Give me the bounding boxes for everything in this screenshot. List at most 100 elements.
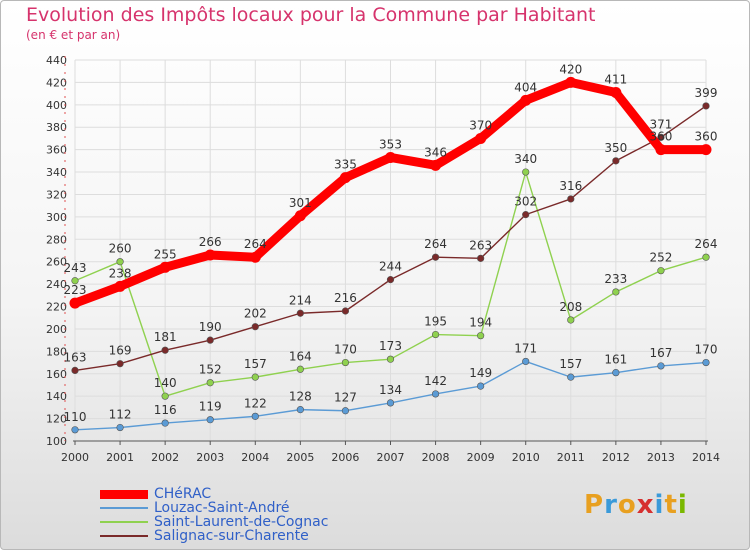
legend-label: Salignac-sur-Charente <box>154 528 309 544</box>
data-point <box>430 159 442 171</box>
grid-lines <box>74 59 707 442</box>
data-label: 260 <box>109 242 132 256</box>
y-tick-label: 400 <box>46 99 67 112</box>
data-point <box>116 258 124 266</box>
y-tick-label: 100 <box>46 435 67 448</box>
data-point <box>341 358 350 367</box>
data-point <box>294 210 306 222</box>
data-point <box>251 323 259 331</box>
data-label: 252 <box>649 251 672 265</box>
data-label: 420 <box>559 62 582 76</box>
y-tick-label: 420 <box>46 76 67 89</box>
x-tick-label: 2002 <box>151 451 179 464</box>
data-point <box>249 251 261 263</box>
data-point <box>251 412 259 420</box>
axes: 100 120 140 160 180 200 220 240 260 280 300 320 340 3… <box>46 54 720 464</box>
data-point <box>612 288 620 296</box>
data-label: 110 <box>64 410 87 424</box>
x-tick-label: 2004 <box>241 451 269 464</box>
x-tick-label: 2001 <box>106 451 134 464</box>
y-tick-label: 340 <box>46 166 67 179</box>
data-label: 194 <box>469 316 492 330</box>
x-tick-label: 2014 <box>692 451 720 464</box>
data-point <box>702 102 710 110</box>
data-label: 238 <box>109 266 132 280</box>
data-point <box>700 144 712 156</box>
data-label: 263 <box>469 238 492 252</box>
y-tick-label: 440 <box>46 54 67 67</box>
data-label: 157 <box>244 357 267 371</box>
x-tick-label: 2008 <box>422 451 450 464</box>
data-label: 149 <box>469 366 492 380</box>
data-label: 127 <box>334 391 357 405</box>
y-tick-label: 260 <box>46 256 67 269</box>
legend-item: Salignac-sur-Charente <box>100 529 328 543</box>
data-label: 170 <box>695 343 718 357</box>
data-label: 128 <box>289 390 312 404</box>
data-point <box>385 151 396 163</box>
data-point <box>702 253 710 261</box>
y-tick-label: 380 <box>46 121 67 134</box>
data-point <box>341 407 350 415</box>
logo-letter: i <box>677 490 688 520</box>
data-label: 142 <box>424 374 447 388</box>
y-tick-label: 140 <box>46 390 67 403</box>
x-tick-label: 2011 <box>557 451 585 464</box>
data-label: 264 <box>244 237 267 251</box>
data-point <box>431 253 440 261</box>
data-point <box>702 358 710 367</box>
data-label: 404 <box>514 80 537 94</box>
legend: CHéRAC Louzac-Saint-André Saint-Laurent-de… <box>100 487 328 543</box>
data-point <box>655 144 667 156</box>
legend-swatch <box>100 489 148 499</box>
y-tick-label: 240 <box>46 278 67 291</box>
x-tick-label: 2013 <box>647 451 675 464</box>
legend-item: CHéRAC <box>100 487 328 501</box>
data-point <box>161 346 169 354</box>
data-label: 223 <box>64 283 87 297</box>
data-label: 167 <box>649 346 672 360</box>
data-label: 360 <box>649 130 672 144</box>
data-point <box>386 276 395 284</box>
y-tick-label: 360 <box>46 144 67 157</box>
legend-swatch <box>100 535 148 537</box>
data-point <box>657 362 665 370</box>
logo-letter: r <box>604 490 618 520</box>
data-label: 134 <box>379 383 402 397</box>
data-point <box>206 336 214 344</box>
data-point <box>341 307 350 315</box>
data-label: 122 <box>244 396 267 410</box>
data-point <box>522 168 530 176</box>
data-point <box>431 330 440 339</box>
x-tick-label: 2006 <box>331 451 359 464</box>
data-label: 116 <box>154 403 177 417</box>
data-label: 316 <box>559 179 582 193</box>
data-point <box>71 277 79 285</box>
y-tick-label: 280 <box>46 233 67 246</box>
legend-swatch <box>100 521 148 523</box>
logo-letter: t <box>664 490 678 520</box>
data-label: 233 <box>604 272 627 286</box>
x-tick-label: 2010 <box>512 451 540 464</box>
data-point <box>612 157 620 165</box>
legend-swatch <box>100 507 148 509</box>
y-tick-label: 220 <box>46 301 67 314</box>
legend-label: CHéRAC <box>154 486 212 502</box>
y-tick-label: 180 <box>46 345 67 358</box>
data-label: 335 <box>334 158 357 172</box>
data-point <box>475 132 487 144</box>
data-point <box>657 267 665 275</box>
data-label: 169 <box>109 344 132 358</box>
data-label: 399 <box>695 86 718 100</box>
data-point <box>114 280 126 292</box>
data-label: 340 <box>514 152 537 166</box>
data-label: 302 <box>514 195 537 209</box>
y-tick-label: 120 <box>46 413 67 426</box>
data-point <box>204 249 216 261</box>
data-label: 173 <box>379 339 402 353</box>
data-label: 152 <box>199 363 222 377</box>
data-point <box>657 133 665 141</box>
x-tick-label: 2005 <box>286 451 314 464</box>
data-point <box>610 86 622 98</box>
